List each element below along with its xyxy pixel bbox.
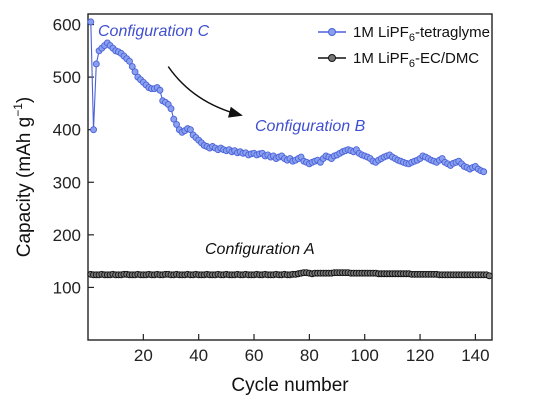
legend: 1M LiPF6-tetraglyme 1M LiPF6-EC/DMC [318, 24, 490, 70]
data-point [173, 120, 180, 128]
x-tick-label: 120 [406, 346, 434, 365]
x-tick-label: 60 [245, 346, 264, 365]
data-point [90, 126, 97, 134]
x-tick-label: 80 [300, 346, 319, 365]
data-point [485, 272, 493, 280]
y-axis-title-close: ) [14, 97, 35, 103]
axis-ticks: 20 40 60 80 100 120 140 100 200 300 400 500 600 [53, 16, 490, 365]
legend-label-ecdmc: 1M LiPF6-EC/DMC [353, 50, 479, 70]
x-tick-label: 20 [134, 346, 153, 365]
data-point [128, 63, 136, 71]
annotation-configuration-c: Configuration C [98, 23, 210, 40]
plot-frame [87, 13, 493, 341]
series-line-0 [90, 21, 484, 173]
data-point [167, 105, 175, 113]
data-point [186, 126, 194, 134]
y-tick-label: 500 [53, 68, 81, 87]
y-tick-label: 400 [53, 121, 81, 140]
data-point [156, 86, 164, 94]
x-tick-label: 100 [351, 346, 379, 365]
data-point [126, 57, 133, 65]
data-point [87, 18, 95, 26]
data-point [480, 168, 488, 176]
data-point [170, 115, 178, 123]
y-axis-title-main: Capacity (mAh g [14, 117, 35, 257]
data-point [131, 68, 139, 76]
legend-marker-ecdmc [328, 54, 336, 62]
legend-label-tetraglyme: 1M LiPF6-tetraglyme [353, 24, 490, 44]
annotation-configuration-a: Configuration A [205, 241, 315, 258]
y-tick-label: 200 [53, 226, 81, 245]
y-tick-label: 300 [53, 173, 81, 192]
y-tick-label: 100 [53, 278, 81, 297]
y-tick-label: 600 [53, 16, 81, 35]
y-axis-title: Capacity (mAh g−1) [11, 97, 35, 257]
trend-arrow [167, 66, 243, 118]
annotation-configuration-b: Configuration B [255, 118, 366, 135]
x-tick-label: 140 [461, 346, 489, 365]
x-tick-label: 40 [189, 346, 208, 365]
x-axis-title: Cycle number [231, 375, 349, 396]
y-axis-title-sup: −1 [11, 103, 25, 117]
series-group [87, 18, 493, 280]
legend-marker-tetraglyme [328, 28, 336, 36]
data-point [92, 60, 100, 68]
